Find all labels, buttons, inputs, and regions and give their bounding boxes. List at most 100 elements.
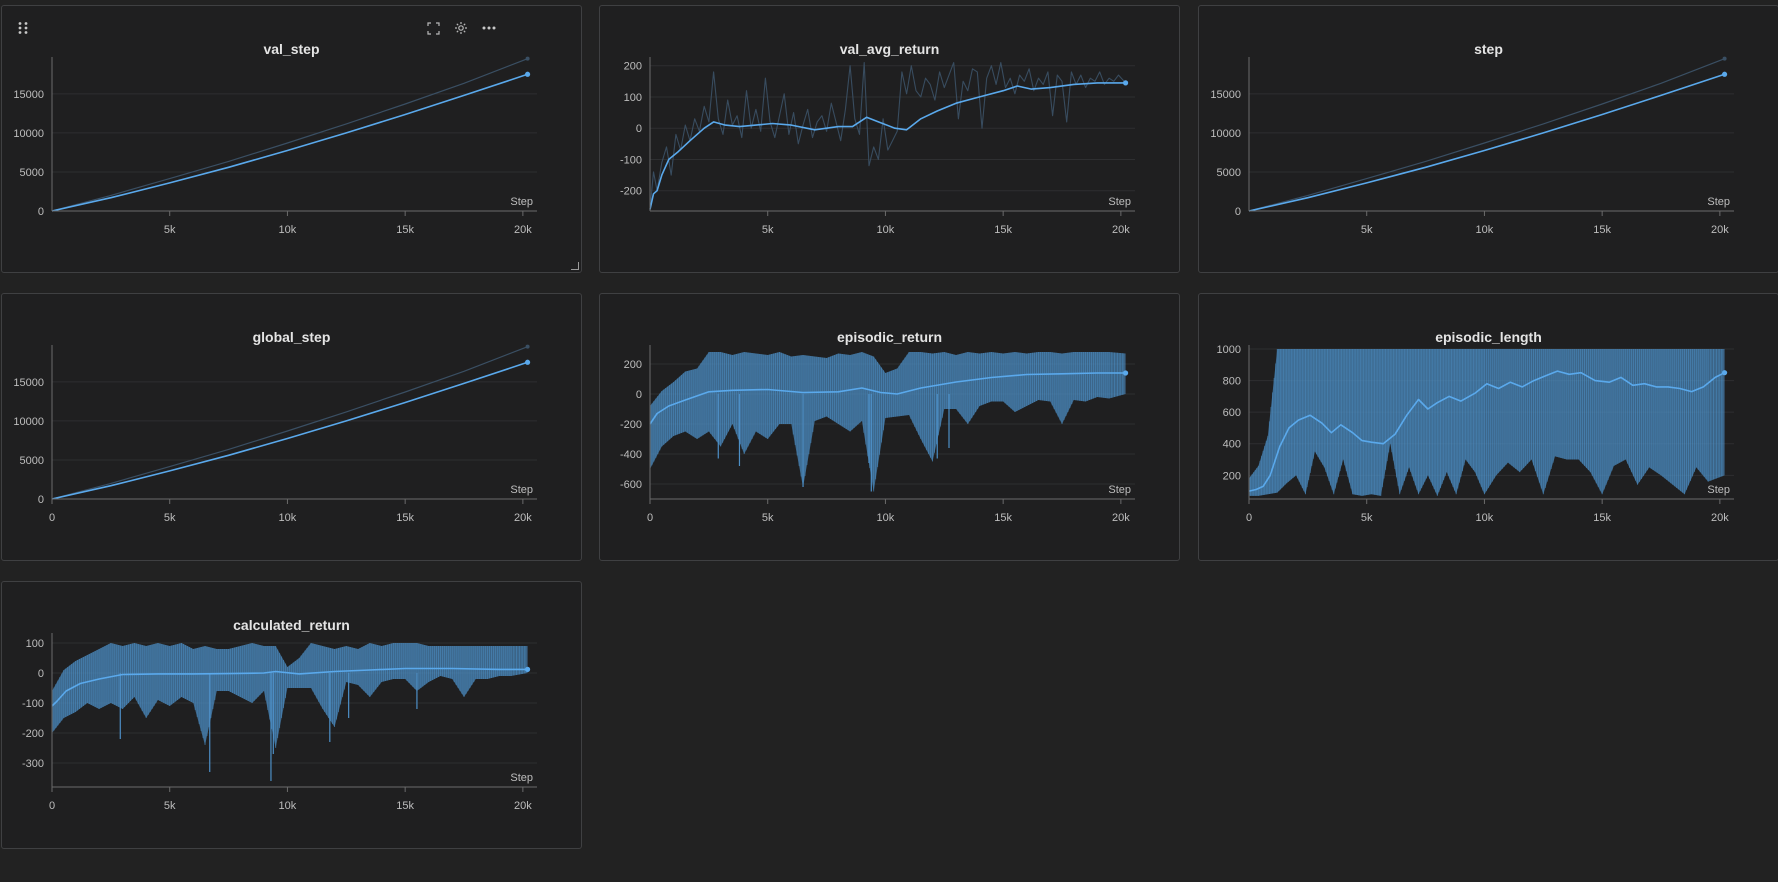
x-tick-label: 20k [514, 224, 532, 236]
y-tick-label: -300 [22, 758, 44, 770]
series-end-point [524, 71, 531, 77]
chart-svg: 0 5000 10000 15000 5k 10k 15k 20k Step [1210, 56, 1734, 236]
chart-title: step [1474, 41, 1503, 57]
y-tick-label: 5000 [20, 455, 44, 467]
series-line [649, 82, 1126, 210]
gear-icon[interactable] [451, 18, 471, 38]
y-tick-label: 100 [624, 92, 642, 104]
fullscreen-icon[interactable] [423, 18, 443, 38]
y-tick-label: 10000 [13, 416, 44, 428]
chart-svg: 200 400 600 800 1000 0 5k 10k 15k 20k Step [1217, 344, 1734, 524]
chart-svg: -600 -400 -200 0 200 0 5k 10k 15k 20k Step [620, 345, 1135, 524]
chart-svg: -200 -100 0 100 200 5k 10k 15k 20k Step [620, 57, 1135, 236]
series-line [649, 372, 1126, 425]
series-line-ghost [51, 346, 528, 500]
x-tick-label: 10k [877, 224, 895, 236]
series-end-point-ghost [1722, 56, 1727, 61]
series-line-ghost [1248, 58, 1725, 212]
x-tick-label: 15k [396, 800, 414, 812]
y-tick-label: 5000 [1217, 167, 1241, 179]
y-tick-label: 0 [38, 206, 44, 218]
chart-title: val_avg_return [839, 41, 940, 57]
y-tick-label: 400 [1223, 439, 1241, 451]
x-tick-label: 10k [279, 512, 297, 524]
x-tick-label: 15k [1593, 224, 1611, 236]
series-line [1248, 73, 1725, 212]
chart-title: calculated_return [233, 617, 350, 633]
series-end-point-ghost [525, 344, 530, 349]
series-end-point [524, 666, 531, 672]
x-tick-label: 5k [164, 224, 176, 236]
y-tick-label: 15000 [1210, 89, 1241, 101]
x-tick-label: 20k [514, 512, 532, 524]
x-tick-label: 20k [1112, 224, 1130, 236]
x-axis-label: Step [510, 772, 533, 784]
x-tick-label: 20k [1711, 512, 1729, 524]
chart-title: global_step [252, 329, 331, 345]
x-tick-label: 0 [49, 512, 55, 524]
x-tick-label: 5k [164, 512, 176, 524]
y-tick-label: 800 [1223, 376, 1241, 388]
y-tick-label: 0 [636, 123, 642, 135]
series-end-point [1721, 370, 1728, 376]
series-end-point [1122, 80, 1129, 86]
x-tick-label: 15k [994, 224, 1012, 236]
series-line [51, 667, 528, 707]
x-tick-label: 10k [279, 224, 297, 236]
y-tick-label: 10000 [1210, 128, 1241, 140]
y-tick-label: 0 [1235, 206, 1241, 218]
x-axis-label: Step [1707, 196, 1730, 208]
chart-panel-calculated-return[interactable]: calculated_return -300 -200 -100 0 100 0 5k 10k… [1, 581, 582, 849]
chart-svg: -300 -200 -100 0 100 0 5k 10k 15k 20k Step [22, 633, 537, 812]
series-end-point-ghost [525, 56, 530, 61]
y-tick-label: 15000 [13, 89, 44, 101]
y-tick-label: -100 [620, 154, 642, 166]
chart-svg: 0 5000 10000 15000 0 5k 10k 15k 20k Step [13, 344, 537, 524]
y-tick-label: 1000 [1217, 344, 1241, 356]
more-icon[interactable] [479, 18, 499, 38]
series-line [51, 73, 528, 212]
chart-panel-step[interactable]: step 0 5000 10000 15000 5k 10k 15k 20k Step [1198, 5, 1778, 273]
y-tick-label: -600 [620, 479, 642, 491]
chart-title: episodic_length [1435, 329, 1542, 345]
x-tick-label: 5k [762, 224, 774, 236]
chart-panel-val-step[interactable]: val_step 0 5000 10000 15000 5k 10k 15k 20k Step [1, 5, 582, 273]
x-tick-label: 5k [1361, 512, 1373, 524]
y-tick-label: 100 [26, 638, 44, 650]
y-tick-label: -400 [620, 449, 642, 461]
x-tick-label: 20k [1112, 512, 1130, 524]
series-end-point [1721, 71, 1728, 77]
y-tick-label: -200 [22, 728, 44, 740]
x-tick-label: 0 [647, 512, 653, 524]
drag-handle-icon[interactable] [13, 18, 33, 38]
y-tick-label: 5000 [20, 167, 44, 179]
x-axis-label: Step [1707, 484, 1730, 496]
x-tick-label: 10k [279, 800, 297, 812]
y-tick-label: 15000 [13, 377, 44, 389]
y-tick-label: -100 [22, 698, 44, 710]
series-line-ghost [51, 58, 528, 212]
chart-panel-episodic-length[interactable]: episodic_length 200 400 600 800 1000 0 5k 10k 15… [1198, 293, 1778, 561]
x-tick-label: 15k [396, 512, 414, 524]
x-tick-label: 5k [164, 800, 176, 812]
x-tick-label: 10k [1476, 512, 1494, 524]
x-axis-label: Step [510, 196, 533, 208]
chart-panel-val-avg-return[interactable]: val_avg_return -200 -100 0 100 200 5k 10k 15k 20… [599, 5, 1180, 273]
chart-panel-episodic-return[interactable]: episodic_return -600 -400 -200 0 200 0 5k 10k 15… [599, 293, 1180, 561]
y-tick-label: 600 [1223, 407, 1241, 419]
series-line [1248, 370, 1725, 492]
x-axis-label: Step [510, 484, 533, 496]
y-tick-label: 200 [624, 61, 642, 73]
resize-handle[interactable] [571, 262, 579, 270]
x-tick-label: 0 [49, 800, 55, 812]
chart-svg: 0 5000 10000 15000 5k 10k 15k 20k Step [13, 56, 537, 236]
x-tick-label: 5k [1361, 224, 1373, 236]
series-line-raw [649, 62, 1127, 210]
x-axis-label: Step [1108, 484, 1131, 496]
series-line [51, 361, 528, 500]
series-end-point [1122, 370, 1129, 376]
x-tick-label: 10k [877, 512, 895, 524]
x-tick-label: 0 [1246, 512, 1252, 524]
x-tick-label: 15k [1593, 512, 1611, 524]
chart-panel-global-step[interactable]: global_step 0 5000 10000 15000 0 5k 10k 15k 20k S… [1, 293, 582, 561]
